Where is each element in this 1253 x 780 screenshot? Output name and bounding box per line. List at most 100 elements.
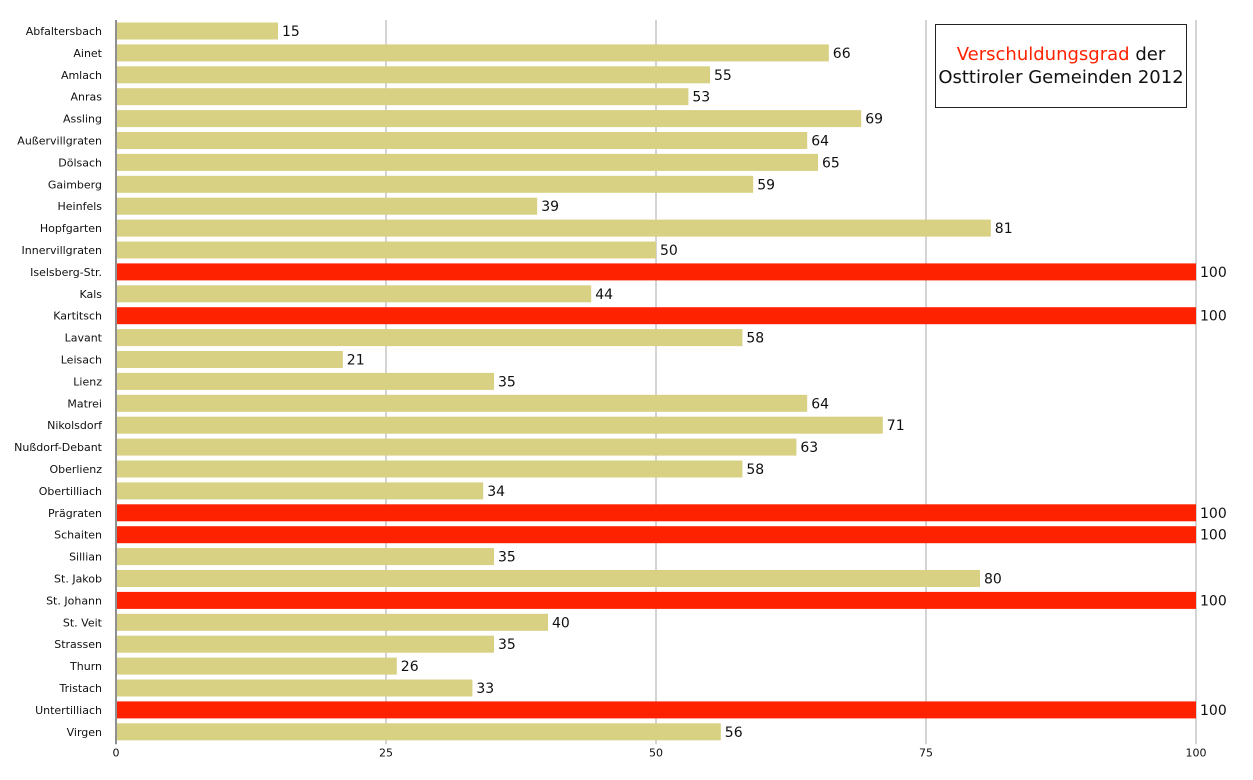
category-label-26: St. Johann [46, 594, 102, 607]
x-axis-tick-labels: 0 25 50 75 100 [113, 746, 1207, 759]
category-label-5: Außervillgraten [17, 135, 102, 148]
category-label-12: Kals [79, 288, 102, 301]
bar-7 [117, 175, 754, 193]
chart-title-rest: der [1135, 44, 1166, 65]
category-label-32: Virgen [67, 726, 102, 739]
category-label-22: Prägraten [48, 507, 102, 520]
value-label-30: 33 [476, 681, 494, 697]
bar-0 [117, 22, 278, 40]
category-label-25: St. Jakob [54, 573, 102, 586]
value-label-6: 65 [822, 155, 840, 171]
bar-25 [117, 570, 980, 587]
category-label-13: Kartitsch [53, 310, 102, 323]
bar-30 [117, 679, 473, 697]
value-label-22: 100 [1200, 506, 1227, 522]
category-labels: Abfaltersbach Ainet Amlach Anras Assling Auße… [14, 25, 103, 739]
x-tick-label-50: 50 [649, 746, 663, 759]
category-label-19: Nußdorf-Debant [14, 441, 103, 454]
bar-22 [117, 504, 1196, 522]
category-label-15: Leisach [61, 354, 102, 367]
x-tick-label-100: 100 [1186, 746, 1207, 759]
bar-14 [117, 329, 743, 347]
x-tick-label-25: 25 [379, 746, 393, 759]
chart-title-box: Verschuldungsgrad der Osttiroler Gemeind… [935, 24, 1187, 108]
value-label-0: 15 [282, 24, 300, 40]
category-label-21: Obertilliach [39, 485, 102, 498]
value-label-21: 34 [487, 484, 505, 500]
value-label-28: 35 [498, 637, 516, 653]
category-label-0: Abfaltersbach [26, 25, 102, 38]
value-label-10: 50 [660, 243, 678, 259]
bar-24 [117, 548, 494, 566]
category-label-20: Oberlienz [49, 463, 102, 476]
category-label-30: Tristach [59, 682, 103, 695]
bar-12 [117, 285, 592, 303]
value-label-19: 63 [800, 440, 818, 456]
x-tick-label-75: 75 [919, 746, 933, 759]
bar-10 [117, 241, 656, 259]
category-label-7: Gaimberg [48, 178, 102, 191]
bar-31 [117, 701, 1196, 719]
category-label-1: Ainet [73, 47, 102, 60]
value-label-18: 71 [887, 418, 905, 434]
bar-29 [117, 657, 397, 675]
bar-5 [117, 132, 808, 149]
value-label-2: 55 [714, 68, 732, 84]
bars [117, 22, 1196, 741]
bar-11 [117, 263, 1196, 281]
value-label-7: 59 [757, 177, 775, 193]
category-label-18: Nikolsdorf [47, 419, 103, 432]
bar-8 [117, 197, 538, 215]
bar-2 [117, 66, 710, 84]
category-label-11: Iselsberg-Str. [30, 266, 102, 279]
category-label-3: Anras [71, 91, 103, 104]
chart-title-line-2: Osttiroler Gemeinden 2012 [938, 67, 1184, 88]
category-label-8: Heinfels [58, 200, 103, 213]
category-label-2: Amlach [61, 69, 102, 82]
category-label-27: St. Veit [63, 616, 103, 629]
category-label-31: Untertilliach [35, 704, 102, 717]
category-label-28: Strassen [54, 638, 102, 651]
bar-32 [117, 723, 721, 741]
bar-21 [117, 482, 484, 500]
category-label-29: Thurn [69, 660, 102, 673]
bar-9 [117, 219, 991, 237]
value-label-20: 58 [746, 462, 764, 478]
category-label-24: Sillian [69, 551, 102, 564]
bar-27 [117, 613, 548, 631]
category-label-16: Lienz [73, 375, 102, 388]
bar-26 [117, 591, 1196, 609]
category-label-14: Lavant [65, 332, 103, 345]
value-label-3: 53 [692, 90, 710, 106]
value-label-29: 26 [401, 659, 419, 675]
bar-3 [117, 88, 689, 106]
value-label-14: 58 [746, 331, 764, 347]
bar-6 [117, 153, 818, 171]
category-label-10: Innervillgraten [22, 244, 102, 257]
value-label-25: 80 [984, 572, 1002, 588]
category-label-4: Assling [63, 113, 102, 126]
category-label-6: Dölsach [58, 156, 102, 169]
value-label-11: 100 [1200, 265, 1227, 281]
chart-title-accent: Verschuldungsgrad [956, 44, 1130, 65]
x-tick-label-0: 0 [113, 746, 120, 759]
bar-16 [117, 372, 494, 390]
value-label-16: 35 [498, 374, 516, 390]
value-label-31: 100 [1200, 703, 1227, 719]
value-label-13: 100 [1200, 309, 1227, 325]
chart-title-line-1: Verschuldungsgrad der [957, 43, 1165, 66]
category-label-17: Matrei [67, 397, 102, 410]
category-label-23: Schaiten [54, 529, 102, 542]
bar-20 [117, 460, 743, 478]
bar-23 [117, 526, 1196, 544]
bar-13 [117, 307, 1196, 325]
category-label-9: Hopfgarten [40, 222, 102, 235]
value-label-24: 35 [498, 550, 516, 566]
value-label-17: 64 [811, 396, 829, 412]
bar-17 [117, 394, 808, 412]
value-label-8: 39 [541, 199, 559, 215]
value-label-9: 81 [995, 221, 1013, 237]
value-label-23: 100 [1200, 528, 1227, 544]
